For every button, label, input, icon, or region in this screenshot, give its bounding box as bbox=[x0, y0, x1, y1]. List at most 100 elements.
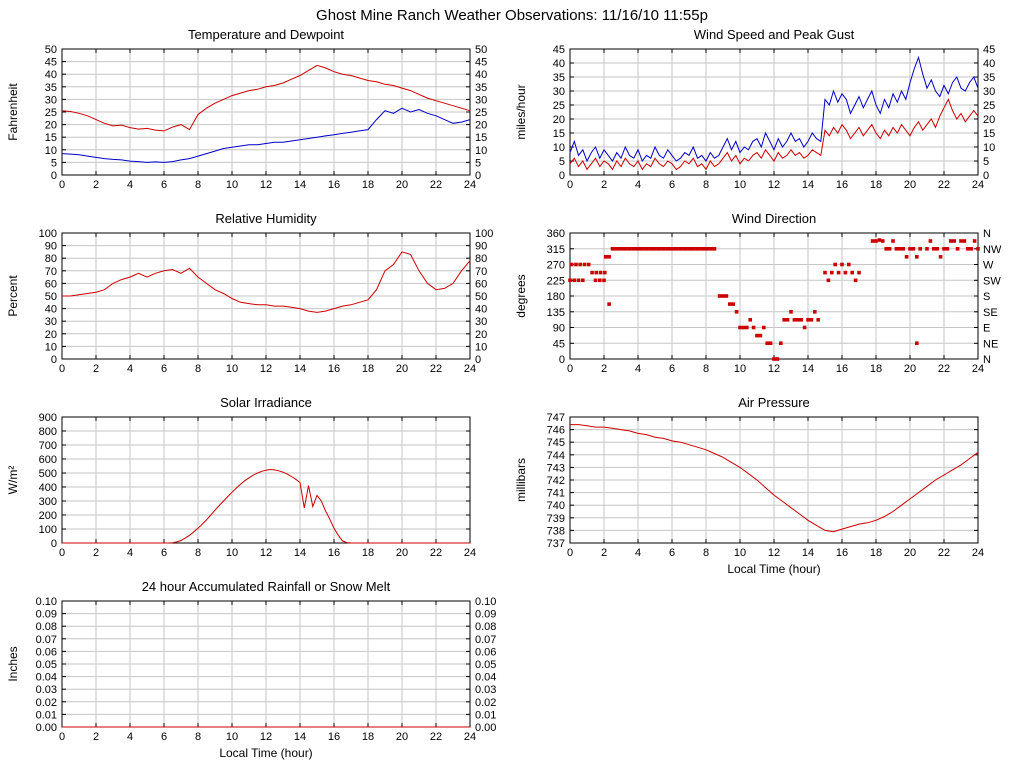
svg-text:270: 270 bbox=[547, 260, 565, 272]
svg-text:10: 10 bbox=[226, 547, 238, 559]
y-axis-label: Fahrenheit bbox=[6, 83, 20, 141]
svg-text:360: 360 bbox=[547, 228, 565, 240]
svg-text:30: 30 bbox=[553, 86, 565, 98]
svg-text:4: 4 bbox=[635, 363, 641, 375]
svg-text:10: 10 bbox=[45, 145, 57, 157]
chart-title: Wind Speed and Peak Gust bbox=[694, 27, 855, 42]
svg-text:20: 20 bbox=[904, 363, 916, 375]
svg-text:10: 10 bbox=[475, 145, 487, 157]
svg-text:12: 12 bbox=[768, 547, 780, 559]
svg-text:6: 6 bbox=[669, 179, 675, 191]
svg-text:6: 6 bbox=[161, 731, 167, 743]
peak-gust-series bbox=[569, 55, 979, 163]
svg-text:20: 20 bbox=[904, 179, 916, 191]
page-title: Ghost Mine Ranch Weather Observations: 1… bbox=[316, 7, 708, 24]
chart-canvas: 0 2 4 6 8 10 12 14 16 18 20 22 240100200300400500600… bbox=[6, 395, 476, 559]
svg-text:745: 745 bbox=[547, 437, 565, 449]
y-axis-label: miles/hour bbox=[514, 84, 528, 139]
chart-wind-direction: 0 2 4 6 8 10 12 14 16 18 20 22 24 0 N 45 NE 90 E 135 SE 180 S 2… bbox=[512, 209, 1018, 393]
svg-text:0: 0 bbox=[59, 731, 65, 743]
svg-text:740: 740 bbox=[547, 500, 565, 512]
svg-text:E: E bbox=[983, 323, 990, 335]
wind-speed-series bbox=[569, 98, 979, 171]
svg-text:0: 0 bbox=[559, 354, 565, 366]
svg-text:20: 20 bbox=[396, 179, 408, 191]
svg-text:16: 16 bbox=[328, 363, 340, 375]
svg-text:45: 45 bbox=[983, 44, 995, 56]
svg-text:25: 25 bbox=[45, 107, 57, 119]
svg-text:6: 6 bbox=[161, 547, 167, 559]
svg-text:0.10: 0.10 bbox=[36, 596, 57, 608]
svg-text:22: 22 bbox=[938, 547, 950, 559]
svg-text:0: 0 bbox=[51, 538, 57, 550]
svg-text:600: 600 bbox=[39, 454, 57, 466]
chart-temperature-dewpoint: 0 2 4 6 8 10 12 14 16 18 20 22 24 0 0 5 5 10 10 15 15 20 20 25 2… bbox=[4, 25, 510, 209]
svg-text:0: 0 bbox=[559, 170, 565, 182]
svg-text:30: 30 bbox=[475, 94, 487, 106]
svg-text:16: 16 bbox=[328, 731, 340, 743]
dewpoint-series bbox=[61, 107, 471, 163]
svg-text:5: 5 bbox=[559, 156, 565, 168]
svg-text:2: 2 bbox=[93, 547, 99, 559]
svg-text:0.00: 0.00 bbox=[36, 722, 57, 734]
y-axis-label: millibars bbox=[514, 458, 528, 502]
svg-text:4: 4 bbox=[127, 547, 133, 559]
svg-text:60: 60 bbox=[475, 278, 487, 290]
svg-text:18: 18 bbox=[870, 179, 882, 191]
svg-text:0.10: 0.10 bbox=[475, 596, 496, 608]
chart-title: Relative Humidity bbox=[215, 211, 317, 226]
svg-text:10: 10 bbox=[553, 142, 565, 154]
svg-text:W: W bbox=[983, 260, 994, 272]
svg-text:SW: SW bbox=[983, 275, 1001, 287]
svg-text:80: 80 bbox=[45, 253, 57, 265]
svg-text:16: 16 bbox=[836, 547, 848, 559]
svg-text:12: 12 bbox=[260, 363, 272, 375]
svg-text:8: 8 bbox=[195, 731, 201, 743]
svg-text:N: N bbox=[983, 354, 991, 366]
svg-text:45: 45 bbox=[553, 44, 565, 56]
svg-text:0: 0 bbox=[59, 363, 65, 375]
svg-text:40: 40 bbox=[475, 304, 487, 316]
svg-text:SE: SE bbox=[983, 307, 998, 319]
svg-text:12: 12 bbox=[260, 547, 272, 559]
svg-text:60: 60 bbox=[45, 278, 57, 290]
svg-text:50: 50 bbox=[45, 291, 57, 303]
svg-text:315: 315 bbox=[547, 244, 565, 256]
svg-text:2: 2 bbox=[601, 363, 607, 375]
svg-text:35: 35 bbox=[983, 72, 995, 84]
svg-text:35: 35 bbox=[475, 82, 487, 94]
svg-text:200: 200 bbox=[39, 510, 57, 522]
svg-text:0.09: 0.09 bbox=[475, 609, 496, 621]
empty-cell bbox=[512, 577, 1018, 761]
svg-text:0.03: 0.03 bbox=[475, 684, 496, 696]
svg-text:16: 16 bbox=[328, 179, 340, 191]
svg-text:14: 14 bbox=[294, 363, 306, 375]
chart-canvas: 0 2 4 6 8 10 12 14 16 18 20 22 240.00 0.000.01 0.010.0… bbox=[6, 579, 496, 760]
svg-text:742: 742 bbox=[547, 475, 565, 487]
svg-text:746: 746 bbox=[547, 425, 565, 437]
svg-text:15: 15 bbox=[475, 132, 487, 144]
svg-text:20: 20 bbox=[475, 329, 487, 341]
svg-text:0.06: 0.06 bbox=[475, 646, 496, 658]
svg-text:300: 300 bbox=[39, 496, 57, 508]
svg-text:5: 5 bbox=[51, 157, 57, 169]
chart-rainfall: 0 2 4 6 8 10 12 14 16 18 20 22 24 0.00 0.00 0.01 0.01 0.0… bbox=[4, 577, 510, 761]
chart-title: Wind Direction bbox=[732, 211, 817, 226]
svg-text:14: 14 bbox=[294, 731, 306, 743]
weather-observations-page: Ghost Mine Ranch Weather Observations: 1… bbox=[0, 7, 1024, 761]
svg-text:15: 15 bbox=[983, 128, 995, 140]
svg-text:0: 0 bbox=[475, 354, 481, 366]
charts-grid: 0 2 4 6 8 10 12 14 16 18 20 22 24 0 0 5 5 10 10 15 15 20 20 25 2… bbox=[0, 25, 1024, 761]
svg-text:20: 20 bbox=[396, 731, 408, 743]
svg-text:0.05: 0.05 bbox=[475, 659, 496, 671]
svg-text:0: 0 bbox=[567, 547, 573, 559]
svg-text:45: 45 bbox=[553, 338, 565, 350]
svg-text:4: 4 bbox=[635, 179, 641, 191]
wind-direction-series bbox=[568, 238, 980, 361]
svg-text:14: 14 bbox=[294, 179, 306, 191]
y-axis-label: Inches bbox=[6, 646, 20, 681]
svg-text:40: 40 bbox=[45, 304, 57, 316]
svg-text:40: 40 bbox=[983, 58, 995, 70]
